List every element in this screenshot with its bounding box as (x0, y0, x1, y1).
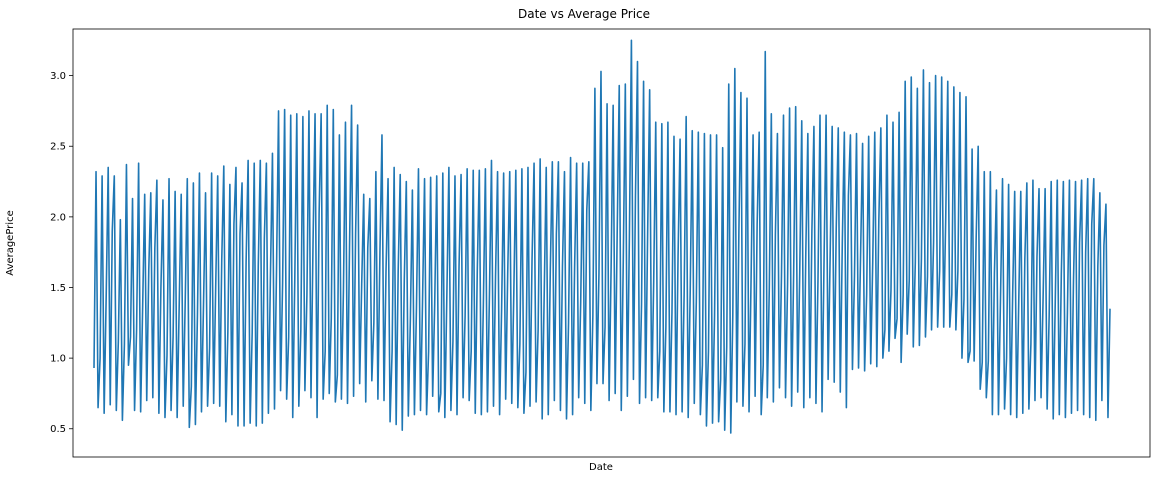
chart-title: Date vs Average Price (518, 7, 650, 21)
y-tick-label: 1.5 (50, 283, 66, 294)
y-tick-label: 2.5 (50, 142, 66, 153)
y-axis-label: AveragePrice (5, 210, 16, 275)
x-axis-label: Date (589, 462, 613, 473)
y-tick-label: 0.5 (50, 424, 66, 435)
y-axis: 0.5 1.0 1.5 2.0 2.5 3.0 (50, 71, 73, 435)
series-layer (93, 39, 1111, 434)
y-tick-label: 2.0 (50, 212, 66, 223)
series-line (93, 39, 1111, 434)
y-tick-label: 3.0 (50, 71, 66, 82)
y-tick-label: 1.0 (50, 354, 66, 365)
plot-area-frame (72, 28, 1151, 458)
